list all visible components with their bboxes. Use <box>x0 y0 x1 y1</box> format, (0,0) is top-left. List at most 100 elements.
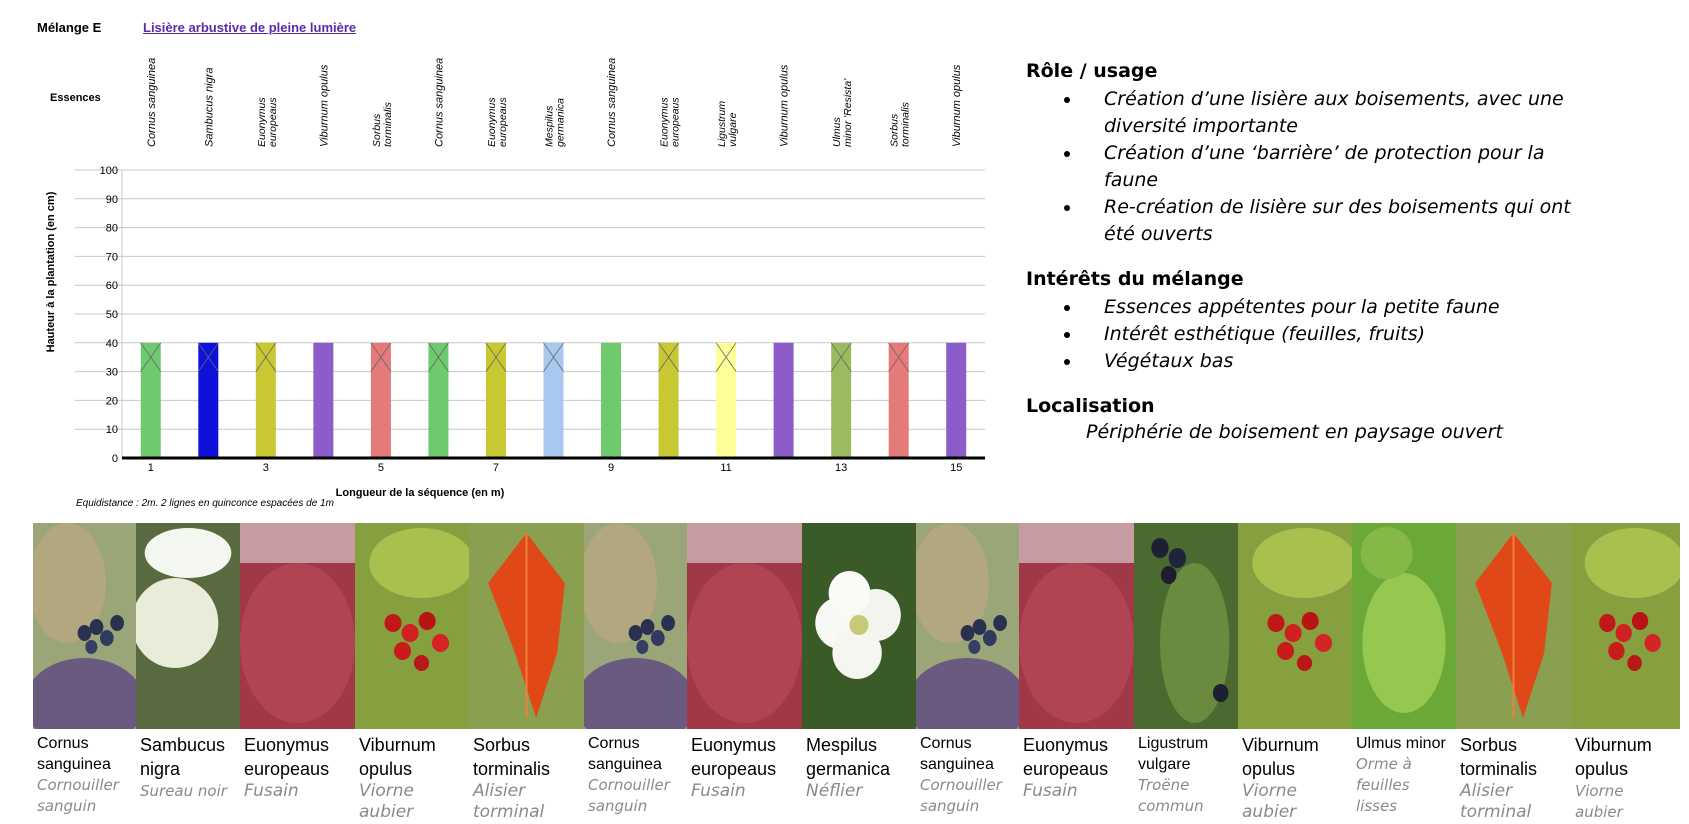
category-label: Ligustrum vulgare <box>716 101 739 147</box>
mix-title: Mélange E <box>37 20 102 35</box>
species-tile: Sorbus torminalis Alisier torminal <box>469 523 584 821</box>
species-common-name: Alisier torminal <box>473 781 545 821</box>
species-common-name: Alisier torminal <box>1460 781 1532 821</box>
bar-cross-mark <box>428 342 449 372</box>
category-label-line: torminalis <box>382 101 394 147</box>
category-label: Cornus sanguinea <box>433 58 445 147</box>
category-label-line: minor 'Resista' <box>842 78 854 147</box>
species-common-name: Orme à feuilles lisses <box>1356 755 1412 815</box>
bar-cross-mark <box>715 342 737 372</box>
y-tick-label: 10 <box>106 424 118 436</box>
x-tick-label: 1 <box>148 462 154 474</box>
spindle-foliage-photo <box>1019 523 1134 729</box>
interest-item: Intérêt esthétique (feuilles, fruits) <box>1082 321 1574 348</box>
interest-item: Végétaux bas <box>1082 348 1574 375</box>
species-caption: Sorbus torminalis Alisier torminal <box>1456 729 1571 821</box>
category-label: Viburnum opulus <box>779 64 791 147</box>
y-tick-label: 40 <box>106 338 118 350</box>
y-tick-label: 60 <box>106 280 118 292</box>
bar-cross-mark <box>830 342 852 372</box>
bar <box>543 342 564 458</box>
spindle-foliage-photo <box>687 523 802 729</box>
category-label: Sorbus torminalis <box>371 101 394 147</box>
role-item: Création d’une ‘barrière’ de protection … <box>1082 140 1574 194</box>
category-label-text: Viburnum opulus <box>779 64 791 147</box>
category-label-text: Cornus sanguinea <box>433 58 445 147</box>
species-caption: Cornus sanguinea Cornouiller sanguin <box>33 729 136 817</box>
x-tick-label: 13 <box>835 462 847 474</box>
category-label: Euonymus europeaus <box>256 97 279 147</box>
bar-cross-mark <box>485 342 507 372</box>
mix-subtitle-link[interactable]: Lisière arbustive de pleine lumière <box>143 20 357 35</box>
y-tick-label: 80 <box>106 223 118 235</box>
species-caption: Euonymus europeaus Fusain <box>240 729 355 802</box>
bar-cross-mark <box>888 342 910 372</box>
guelder-rose-berries-photo <box>1571 523 1680 729</box>
category-label-line: Ulmus <box>831 116 843 147</box>
species-latin-name: Cornus sanguinea <box>37 735 111 773</box>
category-label: Cornus sanguinea <box>146 58 158 147</box>
interest-item: Essences appétentes pour la petite faune <box>1082 294 1574 321</box>
guelder-rose-berries-photo <box>355 523 469 729</box>
elm-leaves-photo <box>1352 523 1456 729</box>
species-caption: Viburnum opulus Viorne aubier <box>1238 729 1352 821</box>
species-tile: Mespilus germanica Néflier <box>802 523 916 821</box>
red-leaf-photo <box>1456 523 1571 729</box>
species-common-name: Fusain <box>244 781 299 801</box>
category-label-line: Ligustrum <box>716 101 728 147</box>
species-latin-name: Sorbus torminalis <box>473 735 551 779</box>
species-tile: Euonymus europeaus Fusain <box>1019 523 1134 821</box>
species-caption: Euonymus europeaus Fusain <box>1019 729 1134 802</box>
species-tile: Viburnum opulus Viorne aubier <box>355 523 469 821</box>
y-tick-label: 50 <box>106 309 118 321</box>
x-tick-label: 15 <box>950 462 962 474</box>
essences-label: Essences <box>50 92 101 104</box>
species-tile: Sambucus nigra Sureau noir <box>136 523 240 821</box>
category-label-line: europeaus <box>267 97 279 147</box>
bar-cross-mark <box>543 342 564 372</box>
y-tick-label: 70 <box>106 251 118 263</box>
category-label-text: Viburnum opulus <box>951 64 963 147</box>
species-common-name: Viorne aubier <box>1242 781 1297 821</box>
role-item: Re-création de lisière sur des boisement… <box>1082 194 1574 248</box>
y-tick-label: 20 <box>106 395 118 407</box>
bar-cross-mark <box>197 342 219 372</box>
bar <box>773 342 794 458</box>
category-label-line: germanica <box>555 98 567 147</box>
x-tick-label: 9 <box>608 462 614 474</box>
species-latin-name: Cornus sanguinea <box>920 735 994 773</box>
species-common-name: Néflier <box>806 781 863 801</box>
bar <box>888 342 909 458</box>
bar <box>831 342 852 458</box>
species-latin-name: Cornus sanguinea <box>588 735 662 773</box>
category-label-line: torminalis <box>900 101 912 147</box>
bar <box>485 342 506 458</box>
category-label-line: Euonymus <box>486 97 498 147</box>
category-label-line: europeaus <box>497 97 509 147</box>
category-label-line: europeaus <box>670 97 682 147</box>
y-tick-label: 0 <box>112 453 118 465</box>
category-label-line: Sorbus <box>889 113 901 147</box>
species-caption: Sorbus torminalis Alisier torminal <box>469 729 584 821</box>
dogwood-berries-photo <box>33 523 136 729</box>
species-latin-name: Euonymus europeaus <box>691 735 777 779</box>
species-latin-name: Ligustrum vulgare <box>1138 735 1209 773</box>
interest-list: Essences appétentes pour la petite faune… <box>1026 294 1646 375</box>
species-latin-name: Ulmus minor <box>1356 735 1446 752</box>
category-label-text: Cornus sanguinea <box>606 58 618 147</box>
species-caption: Cornus sanguinea Cornouiller sanguin <box>916 729 1019 817</box>
category-label: Sambucus nigra <box>203 68 215 148</box>
species-latin-name: Euonymus europeaus <box>1023 735 1109 779</box>
species-common-name: Viorne aubier <box>1575 782 1624 821</box>
species-tile: Cornus sanguinea Cornouiller sanguin <box>33 523 136 821</box>
bar <box>716 342 737 458</box>
species-tile: Ulmus minor Orme à feuilles lisses <box>1352 523 1456 821</box>
x-tick-label: 11 <box>720 462 731 474</box>
spindle-foliage-photo <box>240 523 355 729</box>
category-label-line: vulgare <box>727 112 739 147</box>
category-label: Euonymus europeaus <box>659 97 682 147</box>
species-caption: Ligustrum vulgare Troëne commun <box>1134 729 1238 817</box>
species-latin-name: Sorbus torminalis <box>1460 735 1538 779</box>
species-common-name: Viorne aubier <box>359 781 414 821</box>
category-label-line: Euonymus <box>256 97 268 147</box>
